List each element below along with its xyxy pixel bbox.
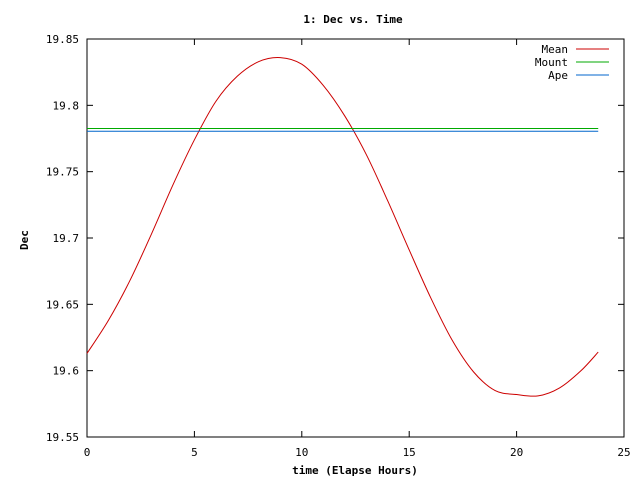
y-tick-label: 19.7 bbox=[53, 232, 80, 245]
chart-title: 1: Dec vs. Time bbox=[303, 13, 403, 26]
x-tick-label: 0 bbox=[84, 446, 91, 459]
x-tick-label: 5 bbox=[191, 446, 198, 459]
x-tick-label: 25 bbox=[617, 446, 630, 459]
series-line-mean bbox=[86, 56, 599, 397]
x-tick-label: 20 bbox=[510, 446, 523, 459]
x-tick-label: 15 bbox=[403, 446, 416, 459]
x-tick-label: 10 bbox=[295, 446, 308, 459]
y-tick-label: 19.65 bbox=[46, 298, 79, 311]
y-tick-label: 19.6 bbox=[53, 365, 80, 378]
legend-label-ape: Ape bbox=[548, 69, 568, 82]
legend-label-mean: Mean bbox=[542, 43, 569, 56]
y-tick-label: 19.75 bbox=[46, 166, 79, 179]
y-tick-label: 19.8 bbox=[53, 99, 80, 112]
y-tick-label: 19.85 bbox=[46, 33, 79, 46]
axis-ticks: 0 5 10 15 20 25 19.55 19.6 19.65 19.7 19.75 19.8 19.… bbox=[46, 33, 631, 459]
legend-label-mount: Mount bbox=[535, 56, 568, 69]
series-lines bbox=[86, 56, 599, 397]
y-axis-label: Dec bbox=[18, 230, 31, 250]
y-tick-label: 19.55 bbox=[46, 431, 79, 444]
x-axis-label: time (Elapse Hours) bbox=[292, 464, 418, 477]
